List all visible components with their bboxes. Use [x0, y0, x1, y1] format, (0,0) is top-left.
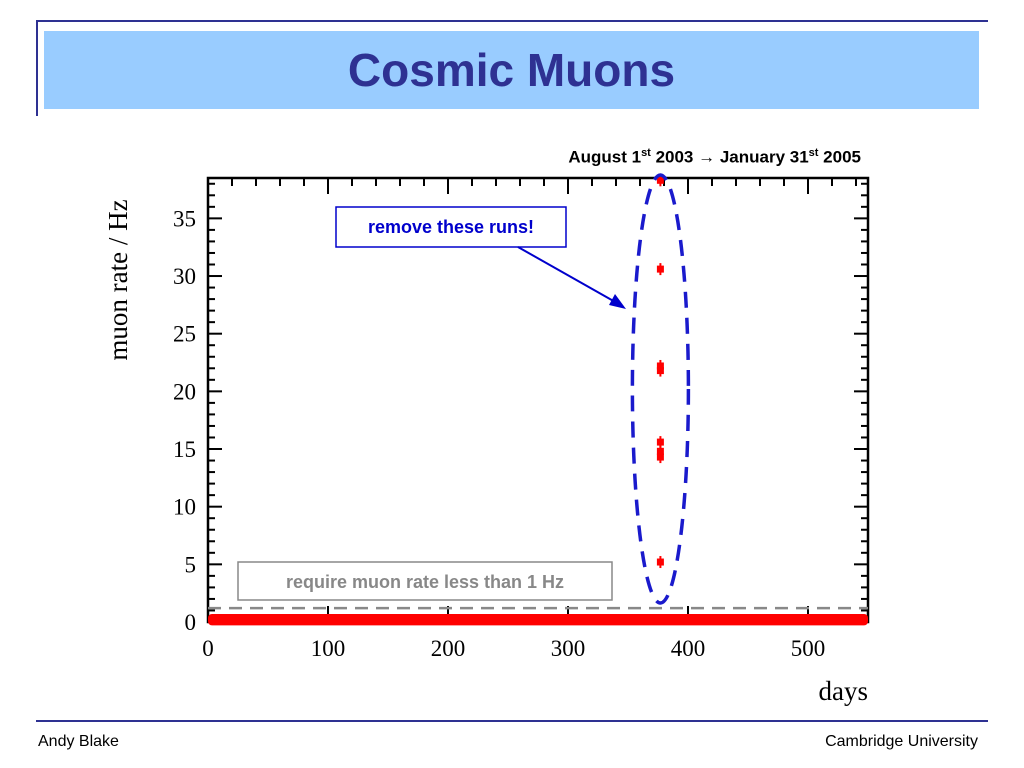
outlier-point	[656, 438, 664, 446]
subtitle-post: 2005	[818, 147, 861, 167]
threshold-box	[237, 561, 613, 601]
outlier-point	[656, 367, 664, 375]
y-tick-label: 10	[173, 495, 196, 520]
x-tick-label: 100	[311, 636, 346, 661]
subtitle-sup2: st	[808, 147, 819, 159]
outlier-point	[656, 176, 664, 184]
subtitle-mid: 2003 → January 31	[650, 147, 809, 167]
frame-top-line	[36, 20, 988, 22]
remove-runs-label: remove these runs!	[368, 217, 534, 237]
y-tick-label: 0	[185, 610, 197, 635]
y-tick-label: 20	[173, 379, 196, 404]
remove-runs-arrow-line	[517, 246, 618, 304]
x-axis-label: days	[819, 676, 869, 706]
subtitle-sup1: st	[641, 147, 651, 159]
title-banner: Cosmic Muons	[44, 31, 979, 109]
subtitle-pre: August 1	[568, 147, 642, 167]
chart-subtitle: August 1st 2003 → January 31st 2005	[568, 147, 861, 168]
footer-divider	[36, 720, 988, 722]
frame-left-line	[36, 20, 38, 116]
y-tick-label: 25	[173, 322, 196, 347]
slide-title: Cosmic Muons	[347, 44, 676, 96]
outlier-ellipse	[630, 173, 691, 605]
y-axis-label: muon rate / Hz	[103, 199, 133, 360]
footer-institution: Cambridge University	[825, 733, 978, 750]
threshold-label: require muon rate less than 1 Hz	[286, 572, 564, 592]
y-tick-label: 30	[173, 264, 196, 289]
x-tick-label: 500	[791, 636, 826, 661]
outlier-point	[656, 453, 664, 461]
outlier-point	[656, 265, 664, 273]
baseline-data-band	[208, 613, 868, 626]
x-tick-label: 0	[202, 636, 214, 661]
remove-runs-box	[335, 206, 567, 248]
x-tick-label: 400	[671, 636, 706, 661]
outlier-point	[656, 558, 664, 566]
y-tick-label: 5	[185, 552, 197, 577]
footer-author: Andy Blake	[38, 733, 119, 750]
x-tick-label: 300	[551, 636, 586, 661]
x-tick-label: 200	[431, 636, 466, 661]
y-tick-label: 15	[173, 437, 196, 462]
y-tick-label: 35	[173, 206, 196, 231]
remove-runs-arrow-head	[609, 294, 626, 309]
